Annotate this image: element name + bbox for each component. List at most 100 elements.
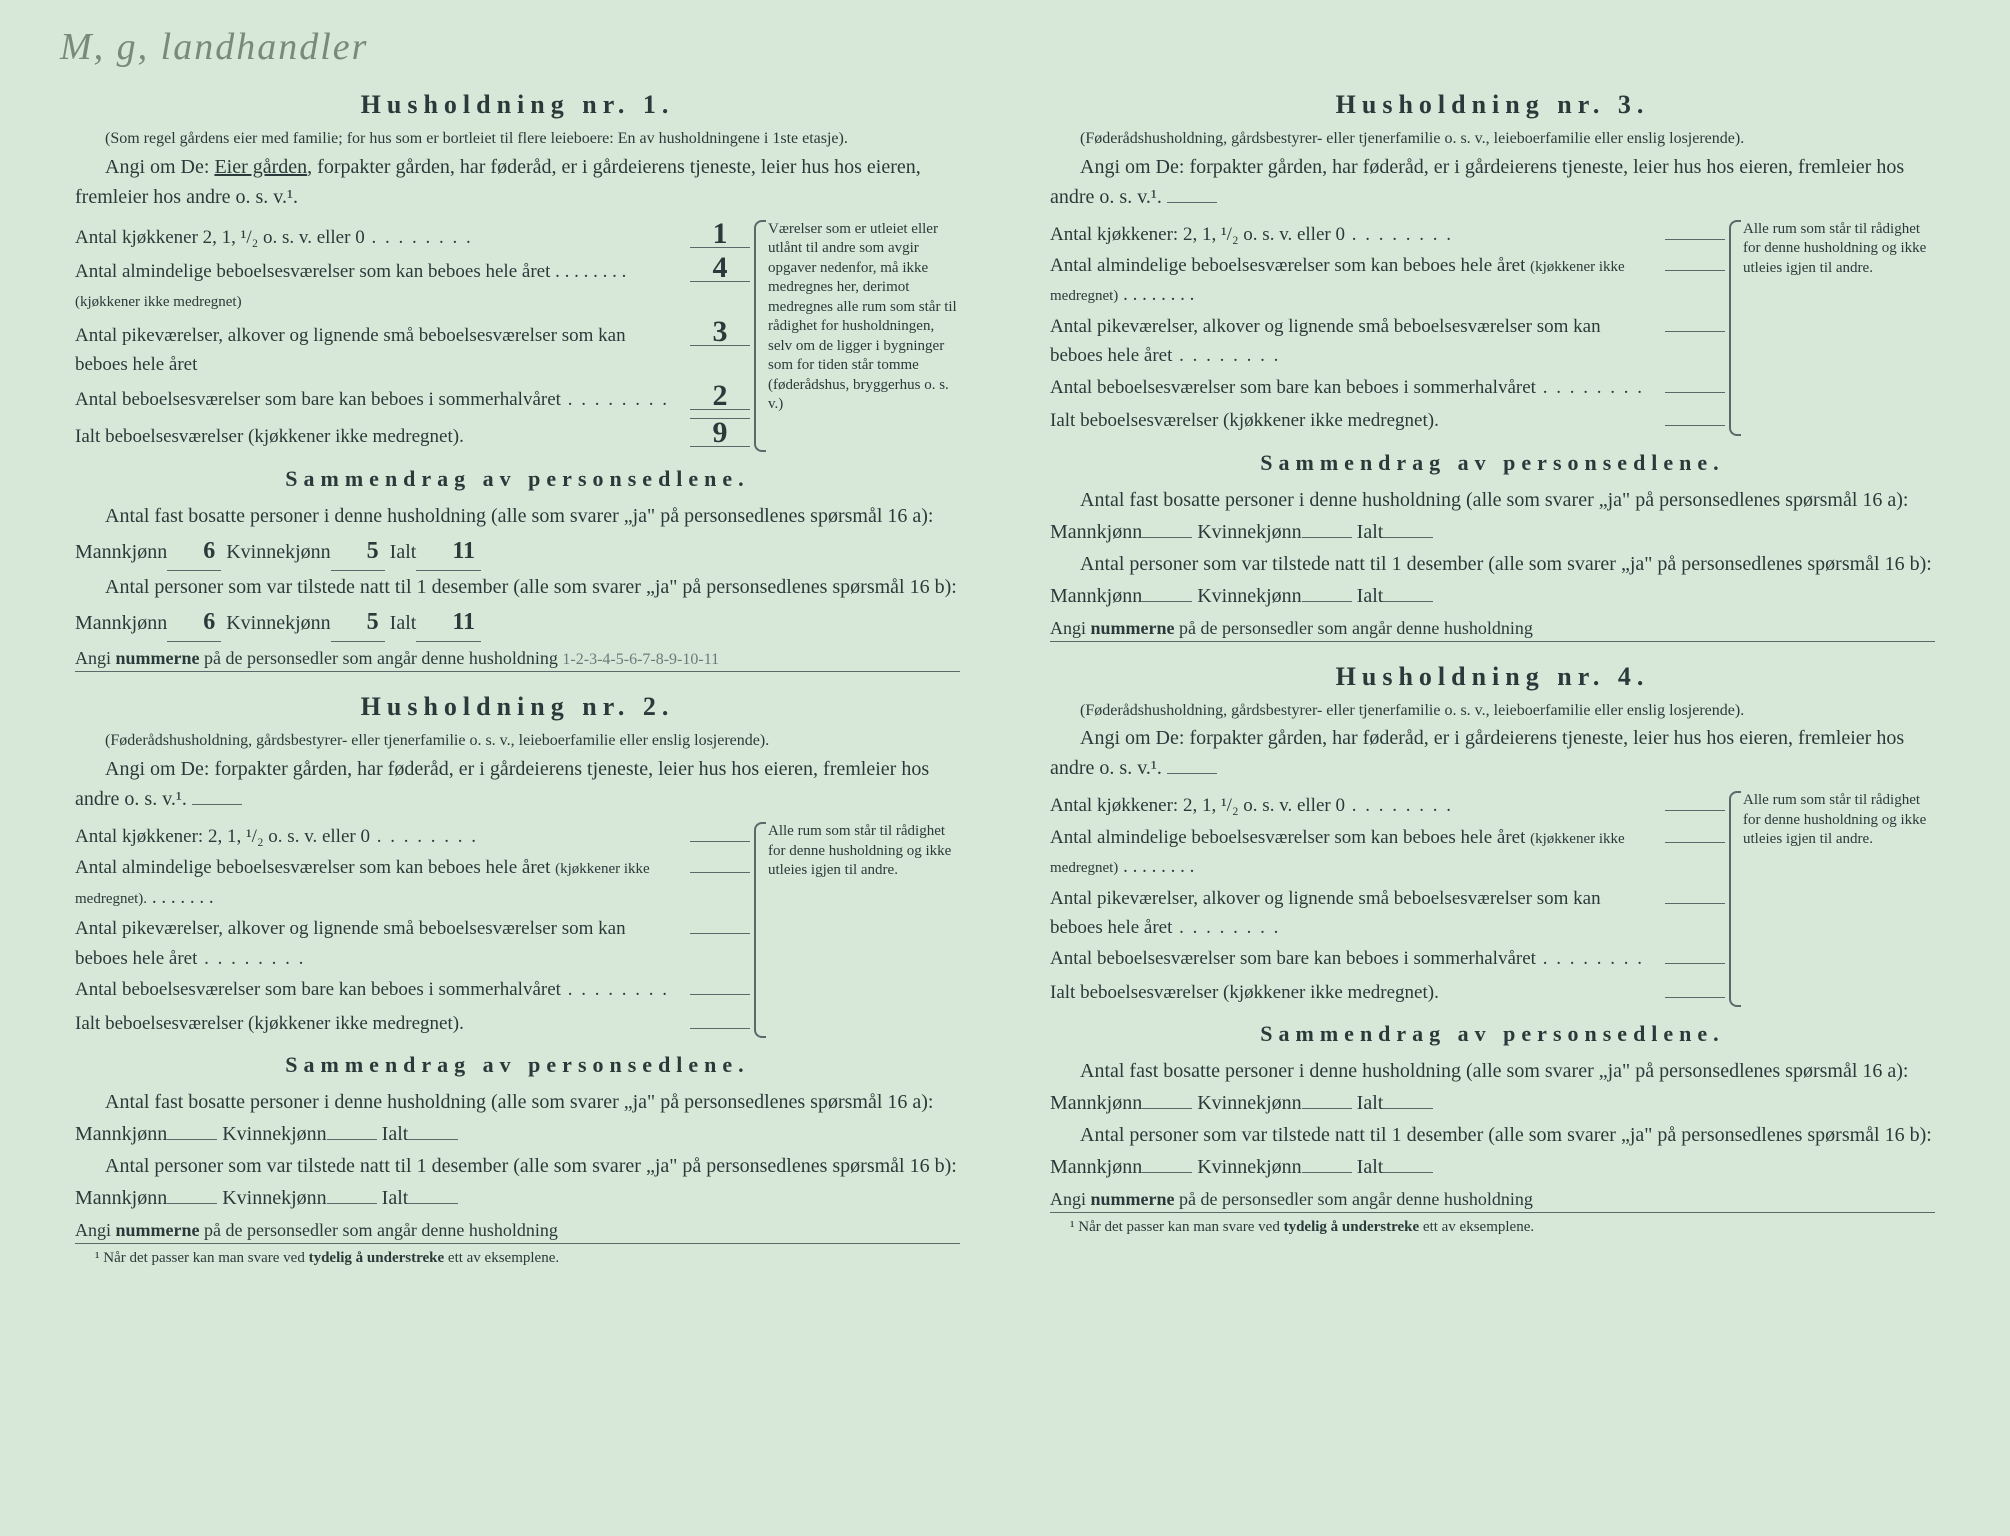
angi-numbers-label-4: Angi nummerne på de personsedler som ang… (1050, 1189, 1533, 1209)
angi-numbers-1: Angi nummerne på de personsedler som ang… (75, 648, 960, 672)
s16a-text-4: Antal fast bosatte personer i denne hush… (1080, 1060, 1909, 1082)
household-1-angi: Angi om De: Eier gården, forpakter gårde… (75, 152, 960, 212)
total-label-4: Ialt beboelsesværelser (kjøkkener ikke m… (1050, 978, 1657, 1007)
row-kitchens: Antal kjøkkener 2, 1, ¹/₂ o. s. v. eller… (75, 220, 750, 252)
angi-numbers-2: Angi nummerne på de personsedler som ang… (75, 1220, 960, 1244)
angi-numbers-3: Angi nummerne på de personsedler som ang… (1050, 618, 1935, 642)
m16a-3 (1142, 537, 1192, 538)
kvinne-label-b: Kvinnekjønn (226, 612, 330, 634)
i16a-4 (1383, 1108, 1433, 1109)
summary-heading-4: Sammendrag av personsedlene. (1050, 1021, 1935, 1047)
summer-rooms-value-4 (1665, 944, 1725, 964)
m16b-value: 6 (167, 603, 221, 642)
s16b-text-4: Antal personer som var tilstede natt til… (1080, 1124, 1932, 1146)
i16a-value: 11 (416, 532, 481, 571)
k16b-2 (327, 1203, 377, 1204)
kitchens-value-3 (1665, 220, 1725, 240)
summary-heading-3: Sammendrag av personsedlene. (1050, 450, 1935, 476)
total-value: 9 (690, 418, 750, 447)
angi-prefix-4: Angi om De: (1080, 727, 1184, 749)
side-note-text-3: Alle rum som står til rådighet for denne… (1743, 221, 1926, 276)
small-rooms-value-4 (1665, 884, 1725, 904)
angi-numbers-label: Angi nummerne på de personsedler som ang… (75, 648, 558, 668)
household-3: Husholdning nr. 3. (Føderådshusholdning,… (1050, 90, 1935, 642)
household-1-form: Antal kjøkkener 2, 1, ¹/₂ o. s. v. eller… (75, 220, 960, 452)
household-3-angi: Angi om De: forpakter gården, har føderå… (1050, 152, 1935, 212)
kvinne-label-2b: Kvinnekjønn (222, 1187, 326, 1209)
ialt-label-b: Ialt (390, 612, 417, 634)
summary-16b-4: Antal personer som var tilstede natt til… (1050, 1119, 1935, 1183)
angi-prefix: Angi om De: (105, 156, 209, 178)
household-2-heading: Husholdning nr. 2. (75, 692, 960, 722)
kitchens-value-2 (690, 822, 750, 842)
kitchens-label: Antal kjøkkener 2, 1, ¹/₂ o. s. v. eller… (75, 223, 682, 252)
kvinne-label-2: Kvinnekjønn (222, 1123, 326, 1145)
left-page: Husholdning nr. 1. (Som regel gårdens ei… (30, 40, 1005, 1496)
row-summer-rooms-4: Antal beboelsesværelser som bare kan beb… (1050, 944, 1725, 973)
m16b-4 (1142, 1172, 1192, 1173)
angi-numbers-value: 1-2-3-4-5-6-7-8-9-10-11 (562, 651, 719, 668)
row-small-rooms-2: Antal pikeværelser, alkover og lignende … (75, 914, 750, 973)
footnote-left: ¹ Når det passer kan man svare ved tydel… (75, 1250, 960, 1267)
k16a-3 (1302, 537, 1352, 538)
i16a-2 (408, 1139, 458, 1140)
angi-blank-2 (192, 804, 242, 805)
s16b-text: Antal personer som var tilstede natt til… (105, 576, 957, 598)
s16a-text-3: Antal fast bosatte personer i denne hush… (1080, 489, 1909, 511)
k16b-4 (1302, 1172, 1352, 1173)
k16b-3 (1302, 601, 1352, 602)
household-3-form: Antal kjøkkener: 2, 1, ¹/₂ o. s. v. elle… (1050, 220, 1935, 436)
row-rooms-year-4: Antal almindelige beboelsesværelser som … (1050, 823, 1725, 882)
kvinne-label-3: Kvinnekjønn (1197, 521, 1301, 543)
total-value-2 (690, 1009, 750, 1029)
row-rooms-year-2: Antal almindelige beboelsesværelser som … (75, 853, 750, 912)
row-kitchens-2: Antal kjøkkener: 2, 1, ¹/₂ o. s. v. elle… (75, 822, 750, 851)
summary-16b-1: Antal personer som var tilstede natt til… (75, 571, 960, 642)
m16a-4 (1142, 1108, 1192, 1109)
brace-icon (754, 220, 766, 452)
side-note-text-4: Alle rum som står til rådighet for denne… (1743, 792, 1926, 847)
angi-underlined: Eier gården (214, 156, 307, 178)
form-left-3: Antal kjøkkener: 2, 1, ¹/₂ o. s. v. elle… (1050, 220, 1725, 436)
form-left: Antal kjøkkener 2, 1, ¹/₂ o. s. v. eller… (75, 220, 750, 452)
household-4: Husholdning nr. 4. (Føderådshusholdning,… (1050, 662, 1935, 1237)
small-rooms-value-3 (1665, 312, 1725, 332)
ialt-label: Ialt (390, 541, 417, 563)
small-rooms-label-4: Antal pikeværelser, alkover og lignende … (1050, 884, 1657, 943)
rooms-year-label-2: Antal almindelige beboelsesværelser som … (75, 853, 682, 912)
s16a-text-2: Antal fast bosatte personer i denne hush… (105, 1091, 934, 1113)
mann-label-4: Mannkjønn (1050, 1092, 1142, 1114)
row-small-rooms-4: Antal pikeværelser, alkover og lignende … (1050, 884, 1725, 943)
row-rooms-year-3: Antal almindelige beboelsesværelser som … (1050, 251, 1725, 310)
row-small-rooms: Antal pikeværelser, alkover og lignende … (75, 318, 750, 380)
rooms-dots: . . . . . . . . (555, 261, 626, 282)
mann-label-2b: Mannkjønn (75, 1187, 167, 1209)
row-rooms-year: Antal almindelige beboelsesværelser som … (75, 254, 750, 316)
ialt-label-4b: Ialt (1357, 1156, 1384, 1178)
household-4-intro: (Føderådshusholdning, gårdsbestyrer- ell… (1050, 700, 1935, 722)
i16a-3 (1383, 537, 1433, 538)
rooms-year-label-3: Antal almindelige beboelsesværelser som … (1050, 251, 1657, 310)
m16a-2 (167, 1139, 217, 1140)
summary-heading-1: Sammendrag av personsedlene. (75, 466, 960, 492)
k16a-2 (327, 1139, 377, 1140)
rooms-year-value-4 (1665, 823, 1725, 843)
household-4-heading: Husholdning nr. 4. (1050, 662, 1935, 692)
total-label-2: Ialt beboelsesværelser (kjøkkener ikke m… (75, 1009, 682, 1038)
row-total-2: Ialt beboelsesværelser (kjøkkener ikke m… (75, 1009, 750, 1038)
s16a-text: Antal fast bosatte personer i denne hush… (105, 505, 934, 527)
row-small-rooms-3: Antal pikeværelser, alkover og lignende … (1050, 312, 1725, 371)
small-rooms-label-2: Antal pikeværelser, alkover og lignende … (75, 914, 682, 973)
row-summer-rooms: Antal beboelsesværelser som bare kan be­… (75, 382, 750, 414)
total-label-3: Ialt beboelsesværelser (kjøkkener ikke m… (1050, 406, 1657, 435)
form-left-2: Antal kjøkkener: 2, 1, ¹/₂ o. s. v. elle… (75, 822, 750, 1038)
angi-blank-3 (1167, 202, 1217, 203)
rooms-year-value-2 (690, 853, 750, 873)
angi-prefix-3: Angi om De: (1080, 156, 1184, 178)
handwritten-annotation: M, g, landhandler (60, 25, 368, 69)
angi-numbers-4: Angi nummerne på de personsedler som ang… (1050, 1189, 1935, 1213)
household-3-intro: (Føderådshusholdning, gårdsbestyrer- ell… (1050, 128, 1935, 150)
brace-icon-4 (1729, 791, 1741, 1007)
kitchens-label-3: Antal kjøkkener: 2, 1, ¹/₂ o. s. v. elle… (1050, 220, 1657, 249)
row-total: Ialt beboelsesværelser (kjøkkener ikke m… (75, 418, 750, 451)
